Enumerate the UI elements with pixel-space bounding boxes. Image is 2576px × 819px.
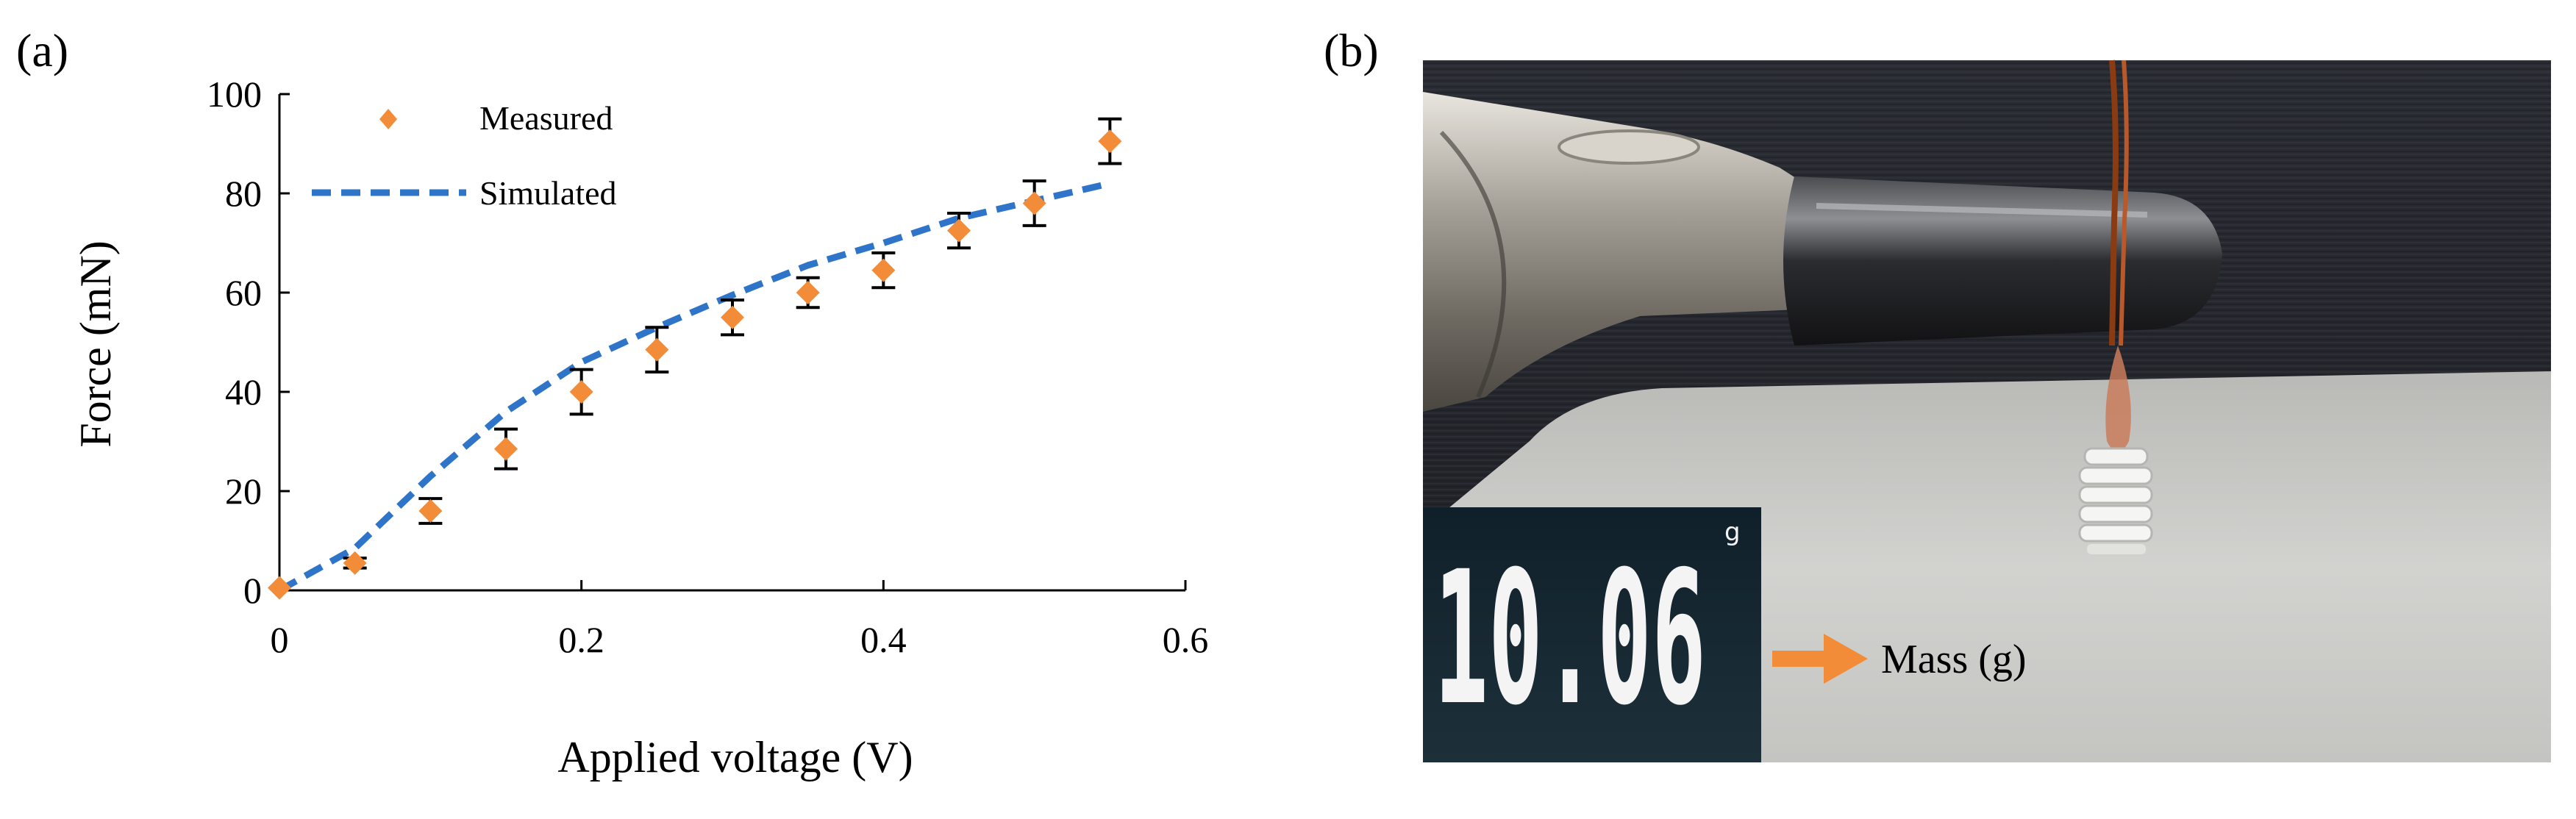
chart-a: 0 20 40 60 80 100 0 0.2 0.4 0.6 Measured Simulat… [71,74,1208,782]
y-ticks: 0 20 40 60 80 100 [207,74,290,611]
scale-unit: g [1724,518,1741,547]
y-tick-label: 0 [243,570,262,611]
measured-point [645,337,669,362]
clamp-sleeve [1783,176,2222,346]
x-axis-title: Applied voltage (V) [557,733,913,782]
measured-point [569,380,593,404]
legend-label-measured: Measured [479,99,613,137]
y-tick-label: 40 [225,371,262,412]
mass-annotation: Mass (g) [1881,637,2027,682]
legend-label-simulated: Simulated [479,174,617,212]
arrow-icon [1772,634,1868,684]
measured-point [947,218,971,243]
x-tick-label: 0.4 [860,619,907,660]
actuator [2078,447,2153,554]
panel-a-label: (a) [16,24,68,76]
simulated-series [277,180,1111,593]
clamp-jaw [1423,92,1816,412]
x-ticks: 0 0.2 0.4 0.6 [271,580,1209,660]
wire [2109,60,2119,346]
x-tick-label: 0 [271,619,289,660]
measured-point [871,258,896,282]
y-tick-label: 100 [207,74,262,115]
scale-reading: 10.06 [1434,532,1706,745]
legend: Measured Simulated [312,99,617,212]
measured-series [268,129,1122,600]
scale-display [1423,507,1761,762]
y-axis-title: Force (mN) [71,240,120,448]
x-tick-label: 0.6 [1163,619,1209,660]
clamp-rivet [1558,129,1700,165]
measured-point [1098,129,1122,154]
measured-point [721,305,744,329]
measured-point [1022,191,1046,215]
simulated-line [277,180,1111,593]
measured-point [418,499,443,523]
actuator-droplet [2105,346,2131,452]
photo-b: 10.06 g Mass (g) [1423,60,2551,762]
error-bars [343,117,1122,570]
x-tick-label: 0.2 [558,619,604,660]
panel-b-label: (b) [1324,24,1379,76]
measured-point [268,576,291,600]
y-tick-label: 60 [225,272,262,313]
measured-point [343,551,367,575]
measured-point [796,281,820,304]
measured-point [494,437,518,461]
y-tick-label: 20 [225,471,262,512]
y-tick-label: 80 [225,173,262,214]
legend-marker-measured [379,109,397,129]
